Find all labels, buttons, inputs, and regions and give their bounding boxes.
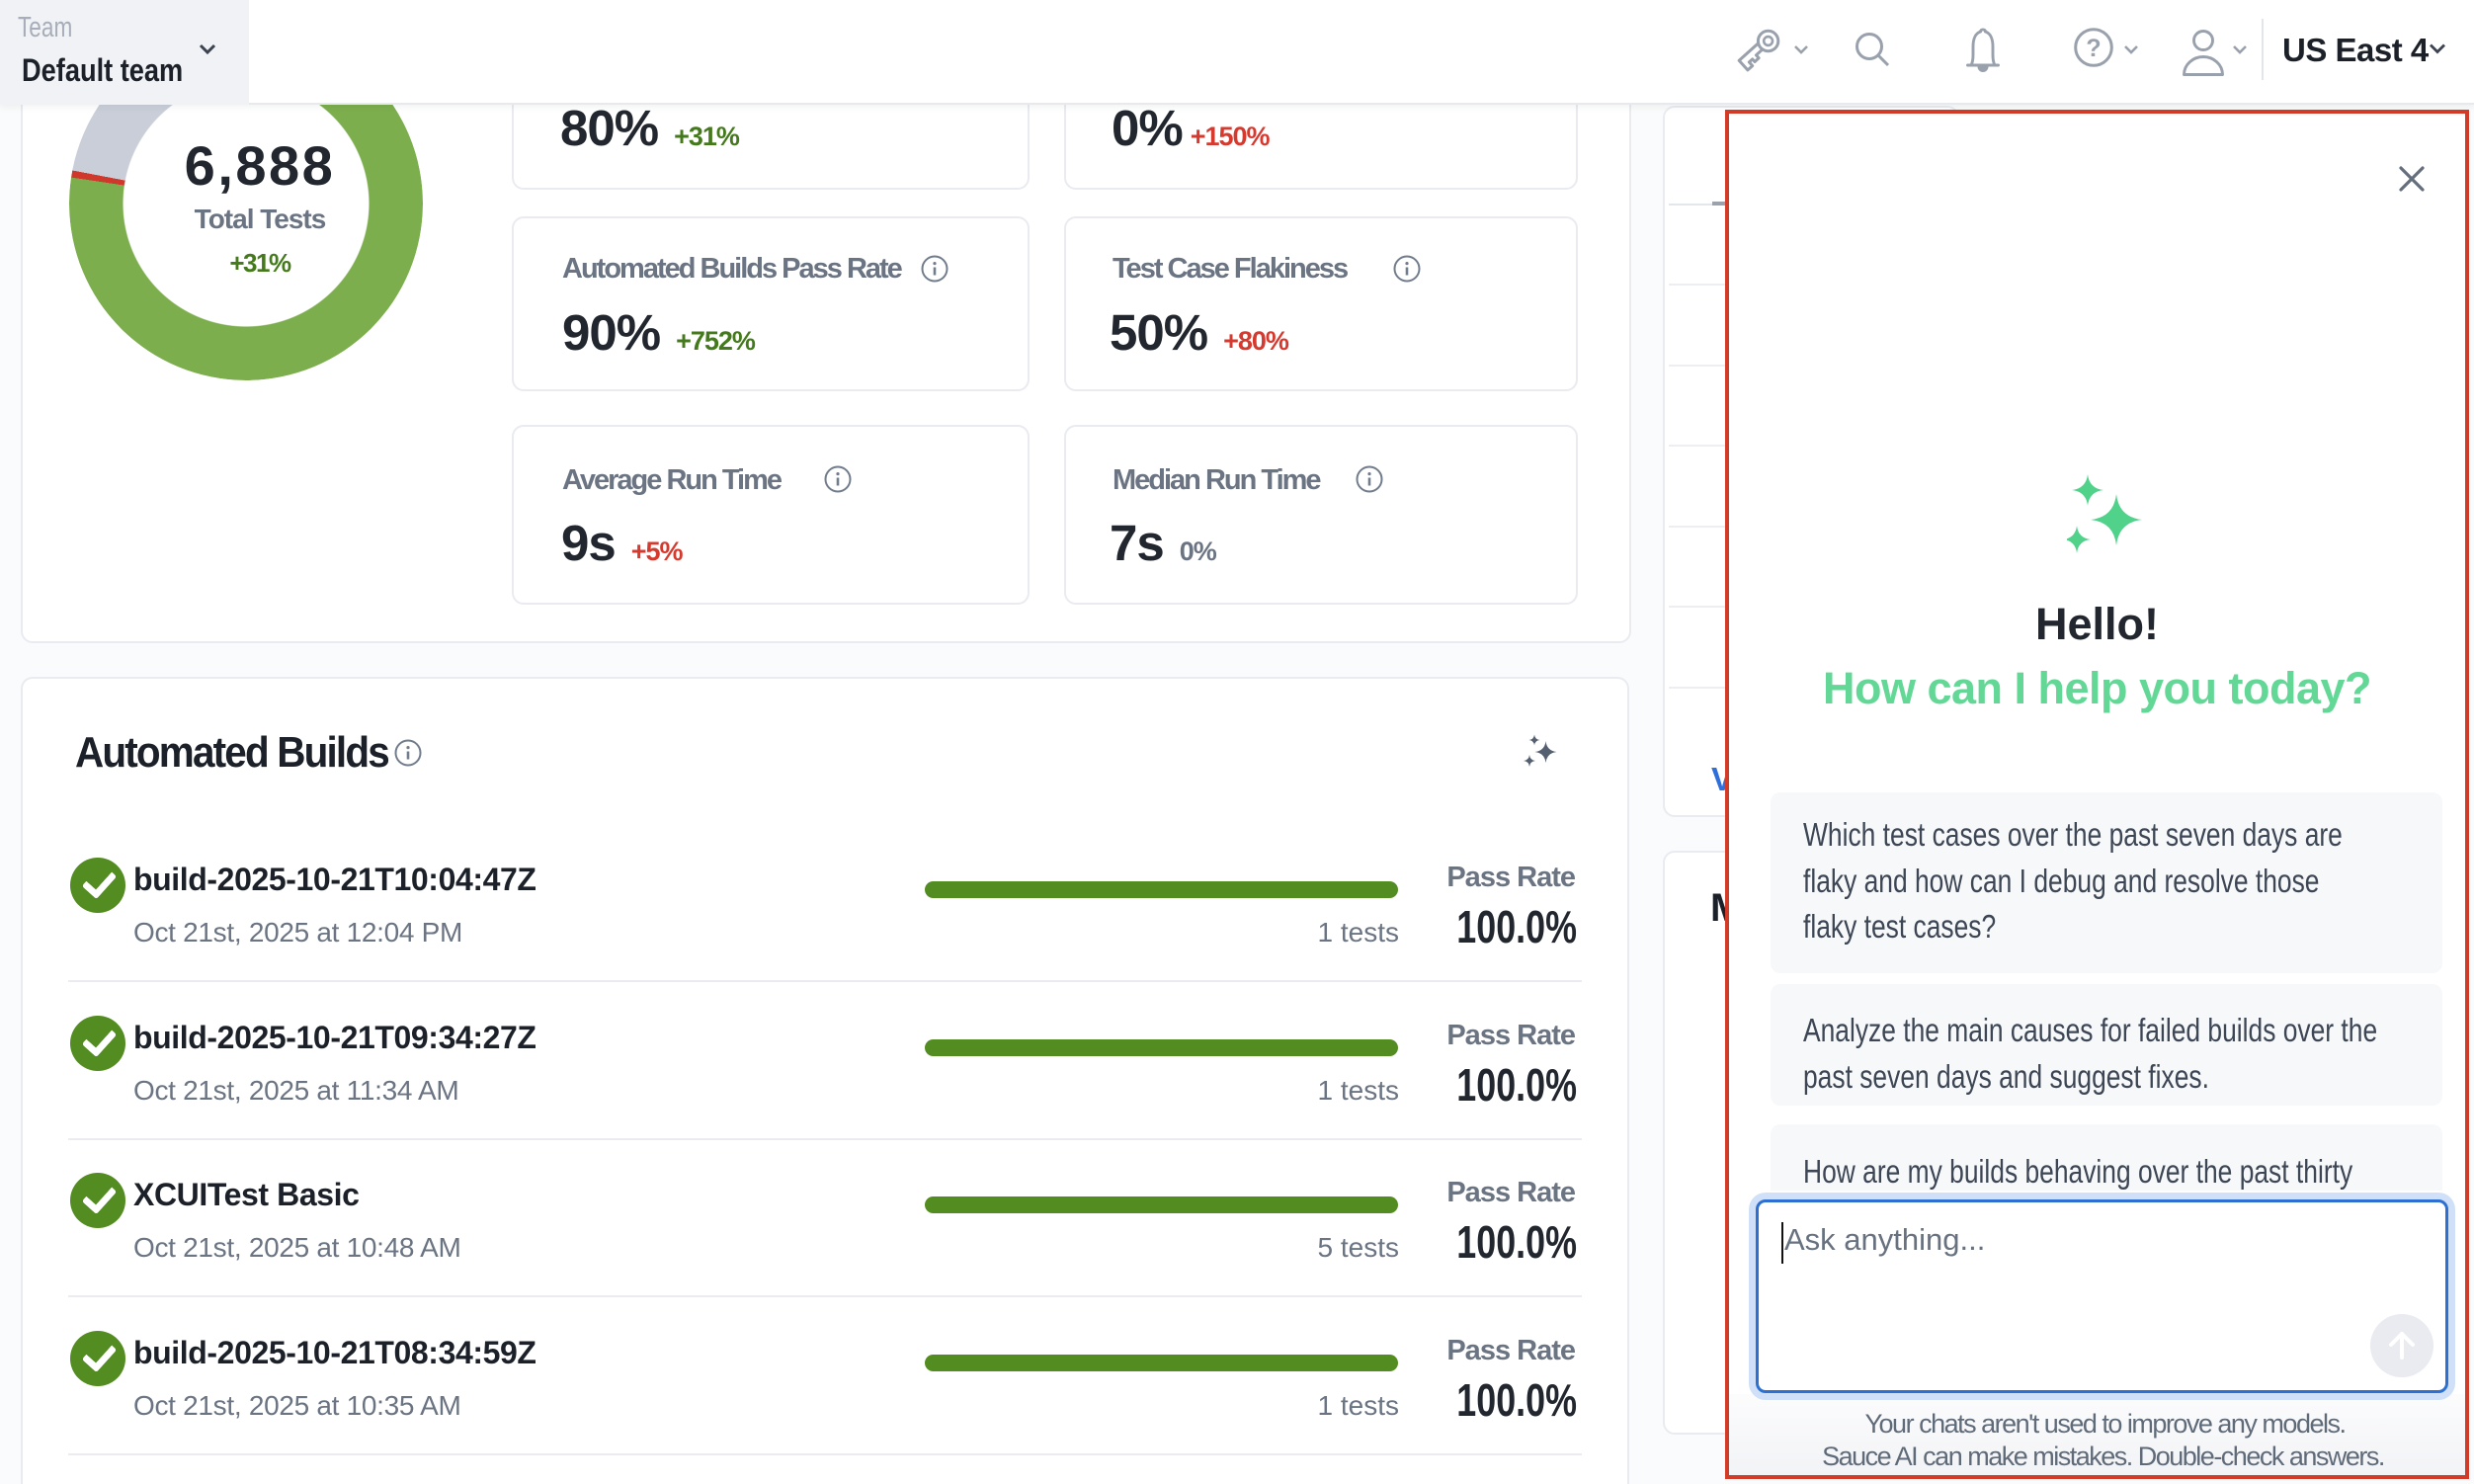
svg-text:?: ? (2086, 35, 2101, 62)
